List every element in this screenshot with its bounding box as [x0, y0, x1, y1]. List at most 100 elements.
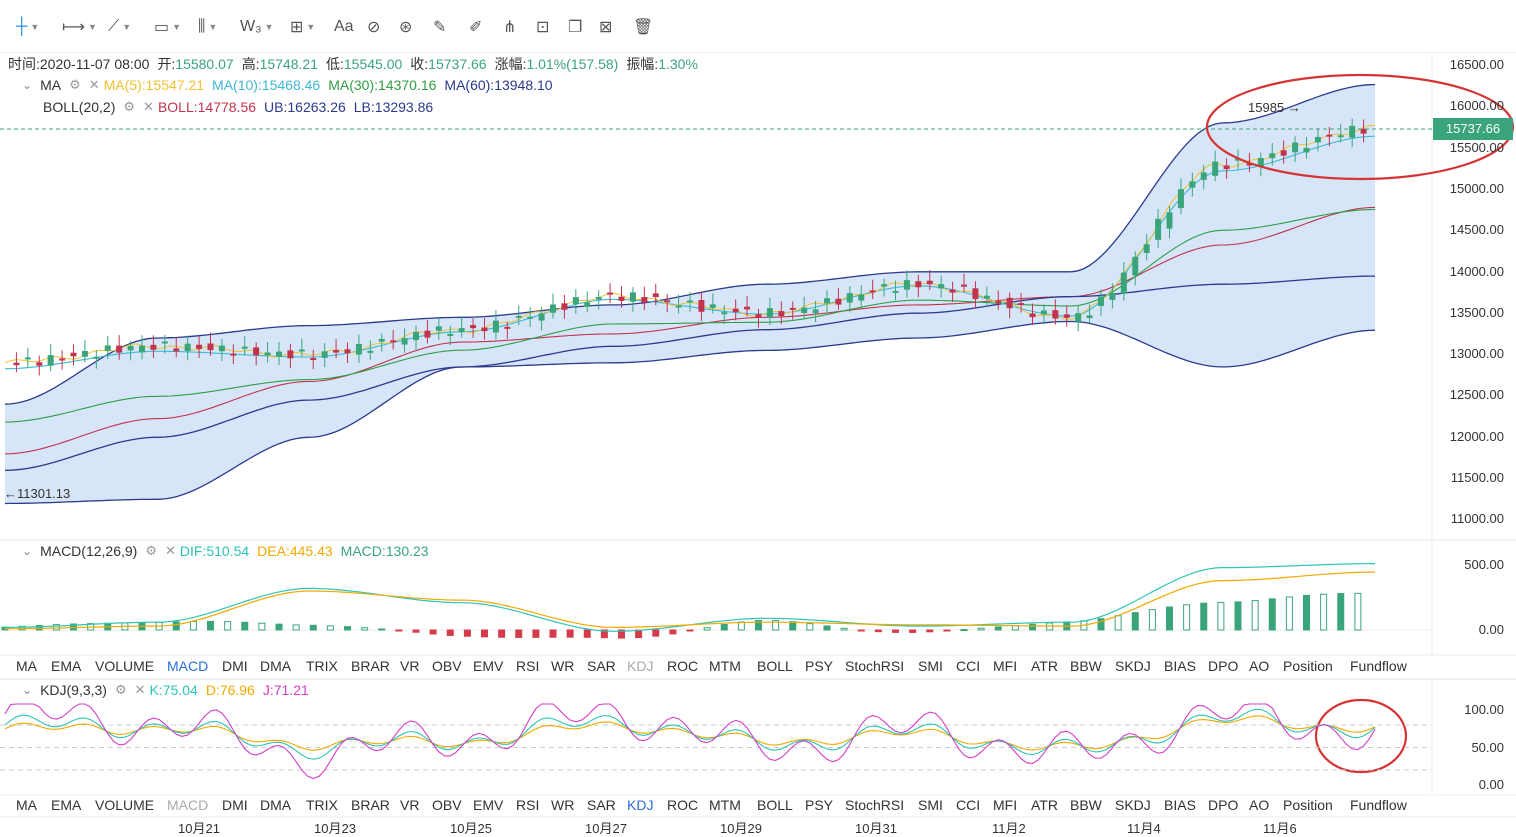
chevron-down-icon[interactable]: ▼ [172, 22, 182, 32]
indicator-tab-position[interactable]: Position [1283, 797, 1333, 813]
indicator-tab-psy[interactable]: PSY [805, 797, 834, 813]
indicator-tab-mfi[interactable]: MFI [993, 658, 1018, 674]
collapse-icon[interactable]: ⌄ [22, 683, 33, 697]
indicator-tab-dma[interactable]: DMA [260, 658, 292, 674]
chevron-down-icon[interactable]: ▼ [87, 22, 97, 32]
wave-tool[interactable]: W₃ ▼ [240, 12, 274, 42]
indicator-tab-ema[interactable]: EMA [51, 797, 82, 813]
close-icon[interactable]: ✕ [134, 682, 146, 697]
collapse-icon[interactable]: ⌄ [22, 544, 33, 558]
indicator-tab-sar[interactable]: SAR [587, 797, 616, 813]
measure-tool[interactable]: ⊞ ▼ [290, 12, 315, 42]
indicator-tab-macd[interactable]: MACD [167, 658, 209, 674]
indicator-tab-macd[interactable]: MACD [167, 797, 209, 813]
rectangle-tool[interactable]: ▭ ▼ [154, 12, 181, 42]
indicator-tab-boll[interactable]: BOLL [757, 658, 793, 674]
indicator-tab-boll[interactable]: BOLL [757, 797, 793, 813]
indicator-tab-brar[interactable]: BRAR [351, 797, 390, 813]
indicator-tab-wr[interactable]: WR [551, 797, 575, 813]
indicator-tab-volume[interactable]: VOLUME [95, 797, 155, 813]
trend-line-tool[interactable]: ⟋ ▼ [108, 12, 131, 42]
chevron-down-icon[interactable]: ▼ [208, 22, 218, 32]
indicator-tab-wr[interactable]: WR [551, 658, 575, 674]
indicator-tab-smi[interactable]: SMI [918, 658, 943, 674]
collapse-icon[interactable]: ⌄ [22, 78, 33, 92]
copy-tool[interactable]: ❐ [568, 12, 582, 42]
indicator-tab-sar[interactable]: SAR [587, 658, 616, 674]
indicator-tab-emv[interactable]: EMV [473, 658, 504, 674]
chevron-down-icon[interactable]: ▼ [264, 22, 274, 32]
settings-icon[interactable]: ⚙ [114, 682, 127, 697]
channel-tool[interactable]: ⫼ ▼ [198, 12, 217, 42]
indicator-tab-vr[interactable]: VR [400, 797, 420, 813]
magnet-tool[interactable]: ⊛ [399, 12, 412, 42]
indicator-tab-ao[interactable]: AO [1249, 658, 1270, 674]
indicator-tab-trix[interactable]: TRIX [306, 797, 338, 813]
indicator-tab-bias[interactable]: BIAS [1164, 797, 1196, 813]
indicator-tab-obv[interactable]: OBV [432, 658, 462, 674]
indicator-tab-emv[interactable]: EMV [473, 797, 504, 813]
indicator-tab-ma[interactable]: MA [16, 797, 37, 813]
delete-tool[interactable]: 🗑 [633, 12, 653, 42]
indicator-tab-mtm[interactable]: MTM [709, 797, 741, 813]
settings-icon[interactable]: ⚙ [69, 77, 81, 92]
indicator-tab-kdj[interactable]: KDJ [627, 658, 654, 674]
indicator-tab-brar[interactable]: BRAR [351, 658, 390, 674]
indicator-tab-ema[interactable]: EMA [51, 658, 82, 674]
close-icon[interactable]: ✕ [164, 543, 176, 558]
indicator-tab-rsi[interactable]: RSI [516, 658, 540, 674]
indicator-tab-volume[interactable]: VOLUME [95, 658, 155, 674]
indicator-tab-bias[interactable]: BIAS [1164, 658, 1196, 674]
settings-icon[interactable]: ⚙ [145, 543, 157, 558]
indicator-tab-skdj[interactable]: SKDJ [1115, 658, 1151, 674]
chevron-down-icon[interactable]: ▼ [122, 22, 132, 32]
chevron-down-icon[interactable]: ▼ [306, 22, 316, 32]
indicator-tab-smi[interactable]: SMI [918, 797, 943, 813]
indicator-tab-trix[interactable]: TRIX [306, 658, 338, 674]
indicator-tab-fundflow[interactable]: Fundflow [1350, 797, 1407, 813]
indicator-tab-stochrsi[interactable]: StochRSI [845, 797, 905, 813]
horizontal-line-tool[interactable]: ⟼ ▼ [62, 12, 97, 42]
indicator-tab-mtm[interactable]: MTM [709, 658, 741, 674]
brush-tool[interactable]: ✐ [469, 12, 482, 42]
indicator-tab-obv[interactable]: OBV [432, 797, 462, 813]
indicator-tab-skdj[interactable]: SKDJ [1115, 797, 1151, 813]
indicator-tab-psy[interactable]: PSY [805, 658, 834, 674]
indicator-tab-bbw[interactable]: BBW [1070, 658, 1102, 674]
indicator-tab-cci[interactable]: CCI [956, 658, 981, 674]
settings-tool[interactable]: ⊠ [599, 12, 612, 42]
j-line [4, 703, 1376, 780]
chevron-down-icon[interactable]: ▼ [30, 22, 40, 32]
ruler-tool[interactable]: ✎ [433, 12, 446, 42]
indicator-tab-vr[interactable]: VR [400, 658, 420, 674]
indicator-tab-roc[interactable]: ROC [667, 658, 699, 674]
indicator-tab-dmi[interactable]: DMI [222, 797, 248, 813]
close-icon[interactable]: ✕ [143, 99, 154, 114]
indicator-tab-dpo[interactable]: DPO [1208, 658, 1239, 674]
indicator-tab-atr[interactable]: ATR [1031, 797, 1058, 813]
indicator-tab-roc[interactable]: ROC [667, 797, 699, 813]
pattern-tool[interactable]: ⋔ [503, 12, 516, 42]
close-icon[interactable]: ✕ [88, 77, 100, 92]
indicator-tab-fundflow[interactable]: Fundflow [1350, 658, 1407, 674]
indicator-tab-kdj[interactable]: KDJ [627, 797, 654, 813]
crosshair-tool[interactable]: ┼ ▼ [16, 12, 39, 42]
settings-icon[interactable]: ⚙ [123, 99, 136, 114]
indicator-tab-ma[interactable]: MA [16, 658, 37, 674]
indicator-tab-position[interactable]: Position [1283, 658, 1333, 674]
lock-tool[interactable]: ⊡ [536, 12, 549, 42]
indicator-tab-dpo[interactable]: DPO [1208, 797, 1239, 813]
text-tool[interactable]: Aa [334, 12, 354, 42]
indicator-tab-atr[interactable]: ATR [1031, 658, 1058, 674]
indicator-tab-ao[interactable]: AO [1249, 797, 1270, 813]
indicator-tab-rsi[interactable]: RSI [516, 797, 540, 813]
axis-tick-label: 13000.00 [1449, 346, 1504, 362]
indicator-tab-dma[interactable]: DMA [260, 797, 292, 813]
indicator-tab-stochrsi[interactable]: StochRSI [845, 658, 905, 674]
indicator-tab-dmi[interactable]: DMI [222, 658, 248, 674]
fib-tool[interactable]: ⊘ [367, 12, 380, 42]
indicator-tab-mfi[interactable]: MFI [993, 797, 1018, 813]
indicator-tab-cci[interactable]: CCI [956, 797, 981, 813]
indicator-tab-bbw[interactable]: BBW [1070, 797, 1102, 813]
